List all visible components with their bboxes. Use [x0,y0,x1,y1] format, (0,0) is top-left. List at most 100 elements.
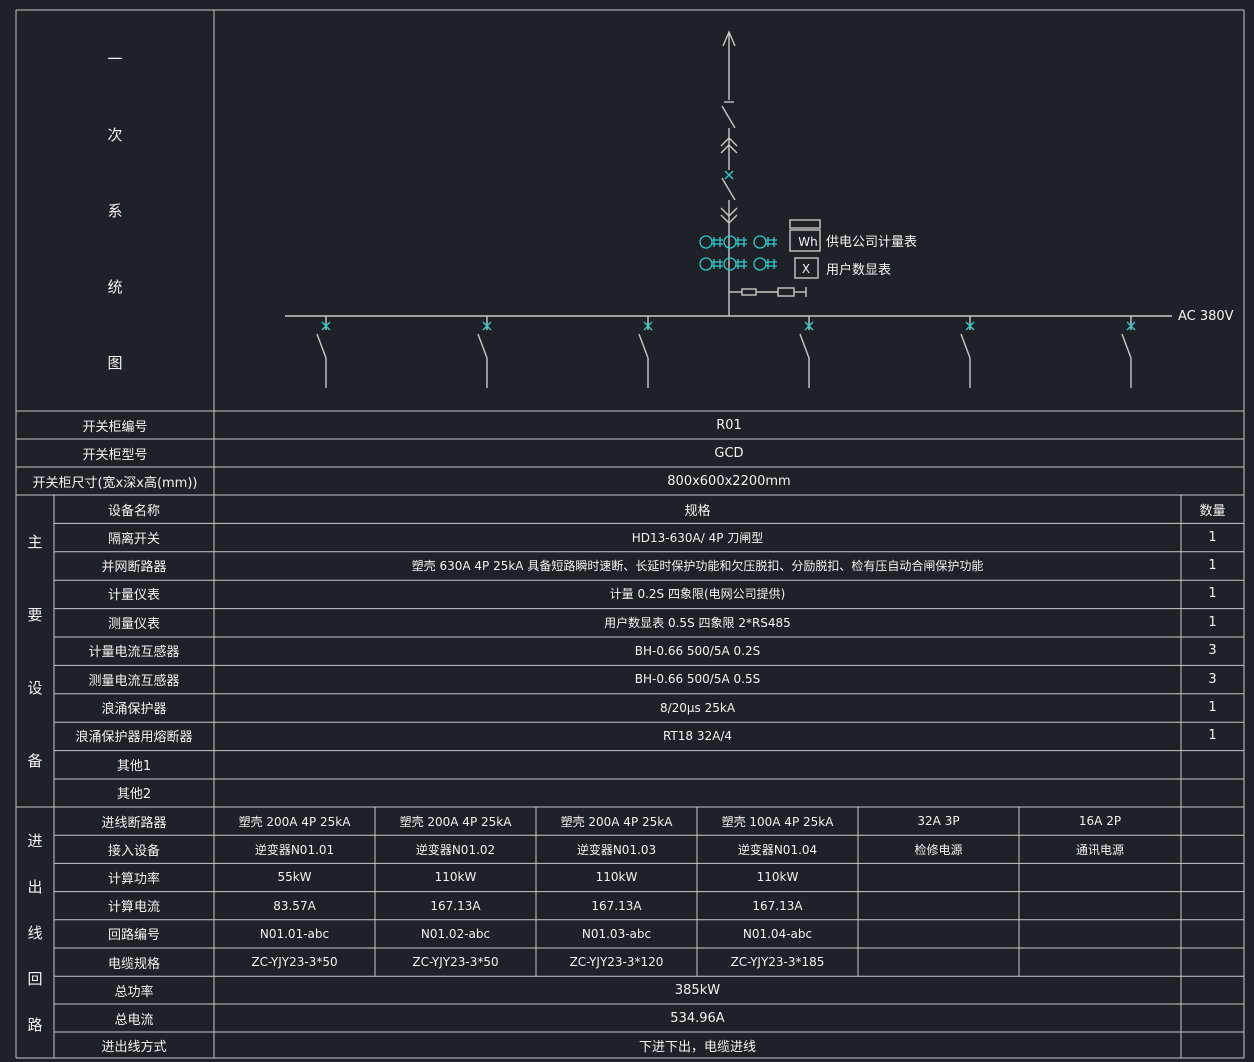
breaker-switch-blade [721,177,736,201]
meter-user-label: 用户数显表 [826,262,891,278]
wiring-method-value: 下进下出，电缆进线 [638,1039,756,1055]
equipment-name: 隔离开关 [107,531,160,547]
ct-hash-icon [735,237,747,247]
meter-x-label: X [802,262,810,276]
equipment-spec: HD13-630A/ 4P 刀闸型 [631,530,764,545]
cabinet-size-value: 800x600x2200mm [667,473,791,489]
cabinet-model-label: 开关柜型号 [82,447,148,463]
circuit-cell: 110kW [595,870,638,885]
circuit-cell: ZC-YJY23-3*50 [412,955,499,970]
circuit-title-char: 进 [27,831,43,850]
user-meter-icon [794,257,819,279]
circuit-cell: 塑壳 200A 4P 25kA [399,814,512,829]
outgoing-branch [316,316,331,388]
equipment-name: 其他1 [116,758,152,774]
diagram-title-char: 统 [107,277,123,296]
diagram-title-char: 次 [107,125,123,144]
circuit-cell: 32A 3P [917,814,960,829]
equipment-qty: 3 [1208,671,1217,687]
cabinet-number-label: 开关柜编号 [82,419,148,435]
ct-coil-icon [699,235,713,249]
diagram-title-char: 系 [107,201,123,220]
outgoing-branch [638,316,653,388]
circuit-title-char: 路 [27,1015,43,1034]
diagram-title-char: 图 [107,353,123,372]
equipment-qty: 1 [1208,728,1217,744]
circuit-cell: 塑壳 200A 4P 25kA [560,814,673,829]
circuit-cell: N01.04-abc [742,926,813,941]
outgoing-branch [477,316,492,388]
ct-hash-icon [711,259,723,269]
incoming-arrow-icon [722,30,736,47]
circuit-cell [858,920,1019,948]
current-transformer-icons [699,235,777,271]
circuit-cell [1019,920,1181,948]
total-power-label: 总功率 [114,984,154,1000]
circuit-cell: ZC-YJY23-3*120 [569,955,664,970]
equipment-title-char: 设 [27,679,43,697]
circuit-cell [1019,948,1181,976]
circuit-cell: 检修电源 [914,842,963,857]
equipment-name: 测量电流互感器 [88,673,180,689]
circuit-cell: 167.13A [752,898,803,913]
drawout-contact-upper-icon [720,137,738,154]
equipment-spec [214,750,1181,778]
ct-coil-icon [753,235,767,249]
total-current-label: 总电流 [114,1012,154,1028]
outgoing-branch [799,316,814,388]
circuit-row-label: 回路编号 [107,928,160,944]
cabinet-model-value: GCD [714,445,744,461]
circuit-cell: ZC-YJY23-3*185 [730,955,825,970]
circuit-row-label: 接入设备 [107,843,160,859]
equipment-side-title: 主要设备 [16,495,54,807]
equipment-name: 其他2 [116,787,152,803]
circuit-row-label: 进线断路器 [101,815,167,831]
equipment-spec: 8/20μs 25kA [659,700,736,715]
ct-coil-icon [699,257,713,271]
circuit-cell [1019,892,1181,920]
outgoing-branch [1121,316,1136,388]
ct-hash-icon [765,259,777,269]
circuit-cell: N01.01-abc [259,926,330,941]
circuit-title-char: 线 [27,923,43,942]
isolator-switch-blade [721,105,736,129]
primary-system-diagram: Wh X 供电公司计量表 用户数显表 AC 380V [285,30,1234,388]
circuit-cell: 逆变器N01.02 [415,842,496,857]
circuit-cell: ZC-YJY23-3*50 [251,955,338,970]
circuit-cell [1019,863,1181,891]
meter-wh-label: Wh [798,235,817,249]
meter-utility-label: 供电公司计量表 [826,235,917,250]
ct-hash-icon [765,237,777,247]
ct-hash-icon [711,237,723,247]
equipment-spec: BH-0.66 500/5A 0.2S [634,643,761,658]
equipment-spec: BH-0.66 500/5A 0.5S [634,672,761,687]
circuit-cell: 110kW [756,870,799,885]
equipment-header-qty: 数量 [1199,503,1226,519]
equipment-qty: 1 [1208,586,1217,602]
drawout-contact-lower-icon [720,207,738,224]
equipment-qty [1181,779,1244,807]
ct-coil-icon [753,257,767,271]
spd-arrester-icon [777,287,795,297]
circuit-cell: 83.57A [273,898,316,913]
equipment-qty: 1 [1208,558,1217,574]
equipment-name: 浪涌保护器 [101,702,167,718]
equipment-name: 并网断路器 [101,560,167,576]
circuit-cell: 逆变器N01.04 [737,842,818,857]
spd-fuse-icon [741,288,757,296]
total-current-value: 534.96A [670,1010,725,1026]
circuit-row-label: 电缆规格 [107,956,160,972]
circuit-row-label: 计算功率 [107,871,160,887]
circuit-cell [858,863,1019,891]
bus-voltage-label: AC 380V [1178,309,1234,324]
diagram-title-char: 一 [107,49,123,68]
meter-top-strip [789,219,821,229]
equipment-qty: 1 [1208,529,1217,545]
equipment-qty: 1 [1208,614,1217,630]
equipment-spec: 用户数显表 0.5S 四象限 2*RS485 [604,615,791,630]
equipment-title-char: 要 [27,606,43,624]
equipment-header-name: 设备名称 [107,503,160,519]
wh-meter-icon [789,229,821,252]
